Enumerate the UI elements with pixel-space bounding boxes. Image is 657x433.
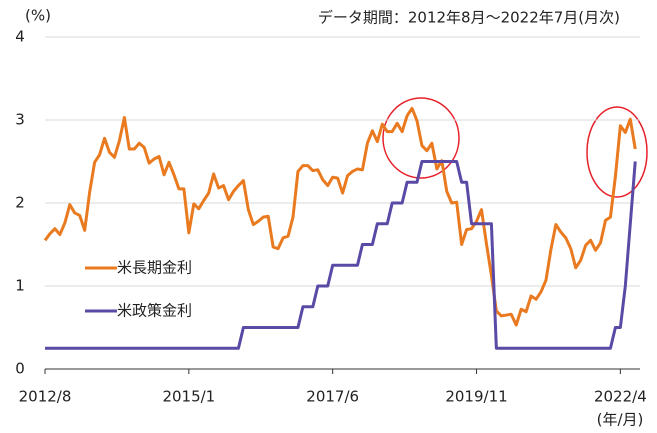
- x-axis-label: (年/月): [597, 411, 644, 429]
- y-tick-label: 2: [15, 194, 25, 212]
- y-axis-label: (%): [25, 7, 51, 25]
- highlight-circle: [586, 106, 648, 198]
- x-tick-label: 2017/6: [306, 388, 359, 406]
- legend-label: 米政策金利: [117, 302, 192, 320]
- line-series: [43, 106, 637, 327]
- legend-label: 米長期金利: [117, 259, 192, 277]
- y-tick-label: 0: [15, 360, 25, 378]
- highlight-circle: [382, 97, 460, 179]
- x-tick-label: 2012/8: [19, 388, 72, 406]
- chart-title: データ期間：2012年8月～2022年7月(月次): [318, 9, 620, 27]
- y-tick-label: 4: [15, 28, 25, 46]
- y-tick-label: 1: [15, 277, 25, 295]
- line-series: [45, 160, 637, 350]
- x-tick-label: 2019/11: [445, 388, 507, 406]
- x-tick-label: 2022/4: [594, 388, 647, 406]
- x-tick-label: 2015/1: [162, 388, 215, 406]
- y-tick-label: 3: [15, 111, 25, 129]
